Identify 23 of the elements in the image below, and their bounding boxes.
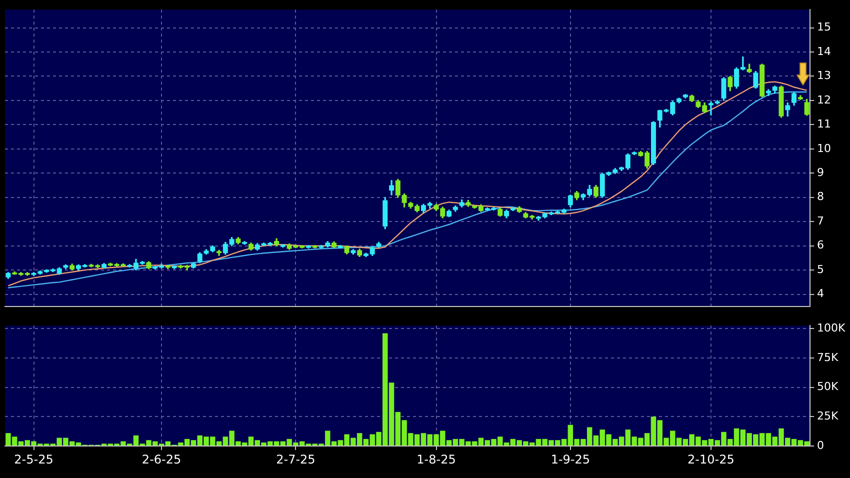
x-tick-label: 2-5-25 (14, 452, 54, 466)
y-tick-label: 5 (817, 262, 824, 276)
y-tick-label: 4 (817, 287, 824, 300)
y-tick-label: 10 (817, 142, 831, 155)
y-tick-label: 11 (817, 118, 831, 131)
x-tick-label: 1-8-25 (416, 452, 456, 466)
x-tick-label: 2-10-25 (688, 452, 734, 466)
y-tick-label: 12 (817, 93, 831, 106)
y-tick-label: 0 (817, 438, 824, 452)
y-tick-label: 13 (817, 69, 831, 82)
y-tick-label: 8 (817, 190, 824, 204)
y-tick-label: 9 (817, 166, 824, 179)
y-tick-label: 25K (817, 409, 839, 422)
y-tick-label: 100K (817, 321, 846, 334)
y-tick-label: 6 (817, 238, 824, 252)
x-tick-label: 2-6-25 (142, 452, 182, 466)
y-tick-label: 75K (817, 350, 839, 364)
y-tick-label: 15 (817, 20, 831, 34)
y-tick-label: 14 (817, 44, 831, 58)
x-tick-label: 2-7-25 (276, 452, 316, 466)
y-tick-label: 50K (817, 380, 839, 394)
y-tick-label: 7 (817, 214, 824, 228)
x-tick-label: 1-9-25 (550, 452, 590, 466)
